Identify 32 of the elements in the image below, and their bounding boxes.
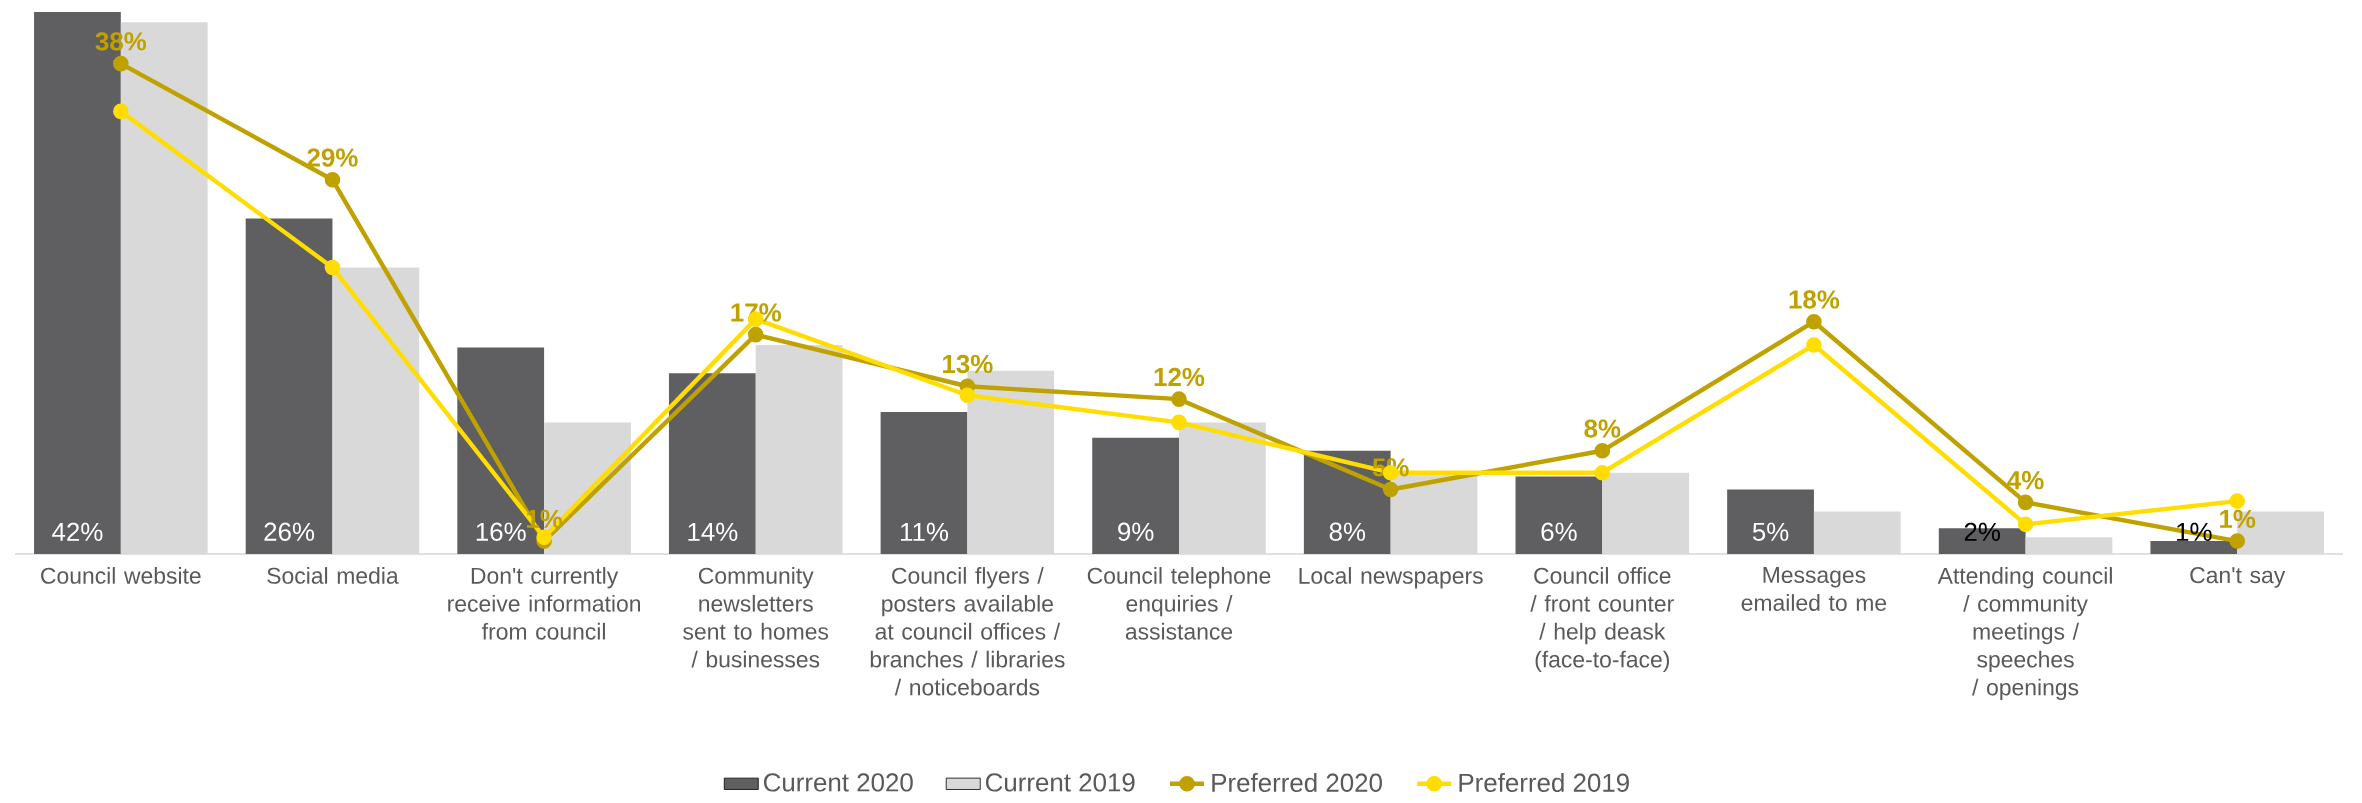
- data-label: 8%: [1329, 522, 1366, 542]
- legend-label: Current 2019: [985, 773, 1135, 792]
- data-label: 8%: [1584, 419, 1621, 438]
- x-tick-label: Messages emailed to me: [1741, 567, 1887, 612]
- data-label: 29%: [307, 148, 358, 167]
- x-tick-label: Council office / front counter / help deask (face-to-face): [1530, 567, 1674, 673]
- data-label: 42%: [52, 522, 103, 542]
- data-label: 5%: [1752, 522, 1789, 542]
- data-label: 16%: [476, 522, 526, 542]
- legend-label: Preferred 2019: [1459, 773, 1629, 793]
- data-label: 26%: [264, 522, 315, 542]
- legend-label: Current 2020: [763, 773, 913, 792]
- legend-label: Preferred 2020: [1212, 773, 1382, 793]
- data-label: 18%: [1789, 290, 1840, 309]
- data-label: 9%: [1118, 522, 1154, 542]
- x-tick-label: Can't say: [2190, 567, 2286, 588]
- data-label: 11%: [901, 523, 949, 542]
- x-tick-label: Local newspapers: [1299, 567, 1483, 589]
- x-tick-label: Council flyers / posters available at council offices / branches / libraries / noticeboards: [870, 567, 1065, 696]
- data-label: 1%: [2220, 510, 2256, 529]
- x-tick-label: Attending council / community meetings / speeches / openings: [1937, 567, 2112, 701]
- data-label: 2%: [1964, 522, 2000, 542]
- data-label: 4%: [2007, 471, 2044, 490]
- data-label: 6%: [1541, 522, 1577, 542]
- x-tick-label: Social media: [267, 567, 399, 585]
- data-label: 14%: [688, 523, 738, 542]
- data-label: 12%: [1154, 367, 1205, 387]
- x-tick-label: Council website: [41, 567, 201, 585]
- x-tick-label: Community newsletters sent to homes / businesses: [683, 567, 829, 668]
- x-tick-label: Don't currently receive information from council: [448, 567, 640, 640]
- x-tick-label: Council telephone enquiries / assistance: [1087, 567, 1271, 640]
- data-label: 13%: [943, 354, 993, 374]
